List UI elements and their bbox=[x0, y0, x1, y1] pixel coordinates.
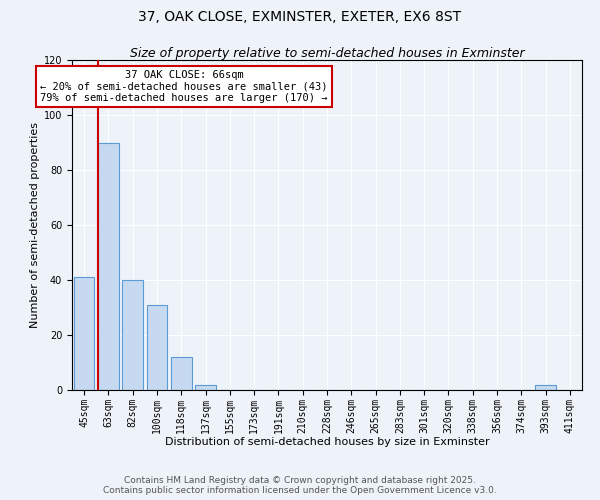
Bar bbox=[74, 277, 94, 390]
Title: Size of property relative to semi-detached houses in Exminster: Size of property relative to semi-detach… bbox=[130, 47, 524, 60]
Y-axis label: Number of semi-detached properties: Number of semi-detached properties bbox=[29, 122, 40, 328]
Text: 37 OAK CLOSE: 66sqm
← 20% of semi-detached houses are smaller (43)
79% of semi-d: 37 OAK CLOSE: 66sqm ← 20% of semi-detach… bbox=[40, 70, 328, 103]
Bar bbox=[535, 384, 556, 390]
Bar bbox=[171, 357, 191, 390]
Bar bbox=[195, 384, 216, 390]
Bar bbox=[122, 280, 143, 390]
Bar bbox=[98, 142, 119, 390]
Text: Contains HM Land Registry data © Crown copyright and database right 2025.
Contai: Contains HM Land Registry data © Crown c… bbox=[103, 476, 497, 495]
Bar bbox=[146, 304, 167, 390]
Text: 37, OAK CLOSE, EXMINSTER, EXETER, EX6 8ST: 37, OAK CLOSE, EXMINSTER, EXETER, EX6 8S… bbox=[139, 10, 461, 24]
X-axis label: Distribution of semi-detached houses by size in Exminster: Distribution of semi-detached houses by … bbox=[164, 437, 490, 447]
